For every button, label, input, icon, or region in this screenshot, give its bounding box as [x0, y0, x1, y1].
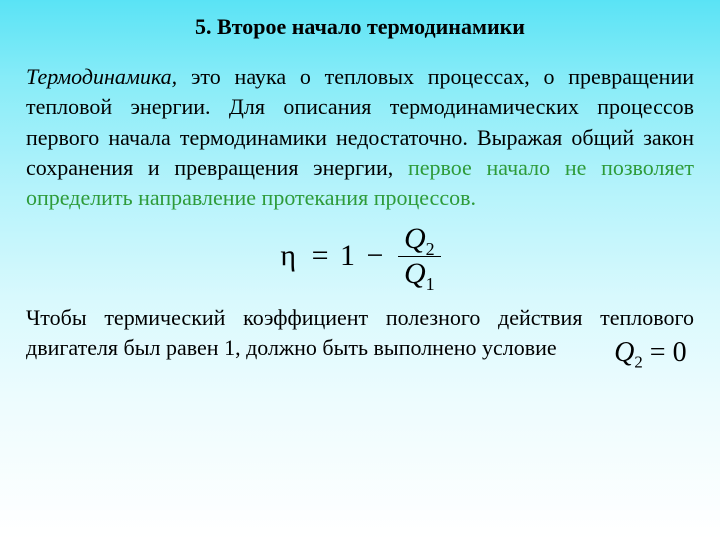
para2-text: Чтобы термический коэффициент полезного …: [26, 305, 694, 360]
one-literal: 1: [340, 241, 355, 271]
fraction: Q2 Q1: [398, 224, 441, 289]
main-formula: η = 1 − Q2 Q1: [276, 224, 443, 289]
paragraph-1: Термодинамика, это наука о тепловых проц…: [26, 62, 694, 214]
fraction-numerator: Q2: [398, 224, 441, 257]
slide-title: 5. Второе начало термодинамики: [26, 14, 694, 40]
inline-Q: Q: [614, 337, 634, 368]
inline-sub: 2: [634, 353, 642, 372]
num-sub: 2: [426, 239, 435, 259]
inline-zero: 0: [673, 337, 687, 368]
term-italic: Термодинамика,: [26, 64, 177, 89]
paragraph-2: Чтобы термический коэффициент полезного …: [26, 303, 694, 373]
minus-sign: −: [363, 241, 388, 271]
eta-symbol: η: [276, 241, 300, 271]
inline-formula: Q2 = 0: [614, 334, 686, 373]
slide-page: 5. Второе начало термодинамики Термодина…: [0, 0, 720, 373]
den-sub: 1: [426, 274, 435, 294]
main-formula-block: η = 1 − Q2 Q1: [26, 224, 694, 289]
den-Q: Q: [404, 257, 426, 290]
equals-sign: =: [308, 241, 333, 271]
inline-eq: =: [650, 337, 666, 368]
num-Q: Q: [404, 222, 426, 255]
fraction-denominator: Q1: [398, 257, 441, 289]
